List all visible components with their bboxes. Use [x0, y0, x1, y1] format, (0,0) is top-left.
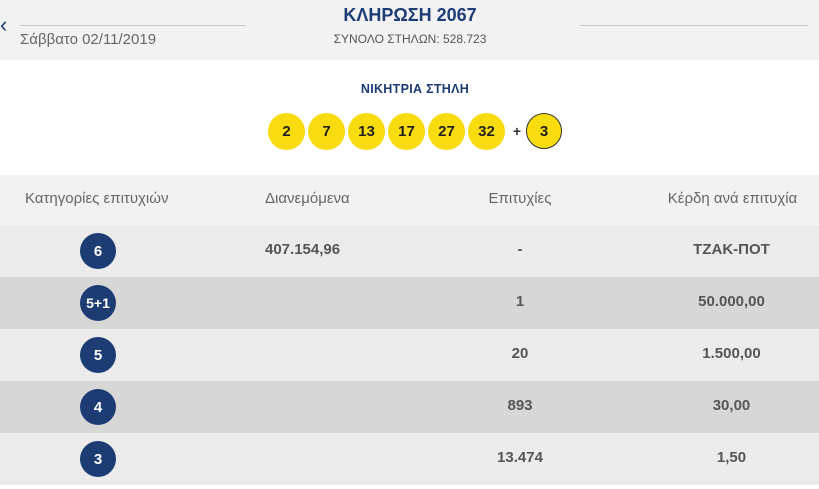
draw-header: ‹ Σάββατο 02/11/2019 ΚΛΗΡΩΣΗ 2067 ΣΥΝΟΛΟ… — [0, 0, 819, 60]
header-category: Κατηγορίες επιτυχιών — [25, 190, 169, 207]
draw-date: Σάββατο 02/11/2019 — [20, 31, 157, 48]
plus-sign: + — [512, 123, 522, 139]
header-prize: Κέρδη ανά επιτυχία — [667, 190, 798, 207]
table-row: 5 20 1.500,00 — [0, 329, 819, 381]
results-table-header: Κατηγορίες επιτυχιών Διανεμόμενα Επιτυχί… — [0, 175, 819, 225]
winning-numbers: 2 7 13 17 27 32 + 3 — [268, 112, 565, 150]
distributed-amount: 407.154,96 — [265, 241, 341, 258]
winners-count: - — [517, 241, 523, 258]
category-badge: 6 — [80, 233, 116, 269]
prize-per-winner: 1.500,00 — [702, 345, 761, 362]
number-ball: 17 — [388, 112, 425, 150]
winners-count: 13.474 — [497, 449, 543, 466]
divider — [580, 25, 808, 26]
table-row: 5+1 1 50.000,00 — [0, 277, 819, 329]
number-ball: 7 — [308, 112, 345, 150]
number-ball: 32 — [468, 112, 505, 150]
winning-column-label: ΝΙΚΗΤΡΙΑ ΣΤΗΛΗ — [360, 82, 470, 96]
category-badge: 5+1 — [80, 285, 116, 321]
prize-per-winner: ΤΖΑΚ-ΠΟΤ — [693, 241, 770, 258]
category-badge: 4 — [80, 389, 116, 425]
header-winners: Επιτυχίες — [488, 190, 552, 207]
winners-count: 1 — [515, 293, 525, 310]
joker-ball: 3 — [526, 113, 562, 149]
number-ball: 13 — [348, 112, 385, 150]
prize-per-winner: 30,00 — [712, 397, 751, 414]
winners-count: 20 — [511, 345, 529, 362]
category-badge: 3 — [80, 441, 116, 477]
draw-title: ΚΛΗΡΩΣΗ 2067 — [343, 5, 477, 25]
winners-count: 893 — [507, 397, 533, 414]
category-badge: 5 — [80, 337, 116, 373]
header-distributed: Διανεμόμενα — [265, 190, 350, 207]
table-row: 3 13.474 1,50 — [0, 433, 819, 485]
table-row: 6 407.154,96 - ΤΖΑΚ-ΠΟΤ — [0, 225, 819, 277]
divider — [20, 25, 246, 26]
chevron-left-icon[interactable]: ‹ — [0, 12, 8, 37]
total-columns: ΣΥΝΟΛΟ ΣΤΗΛΩΝ: 528.723 — [333, 32, 487, 46]
table-row: 4 893 30,00 — [0, 381, 819, 433]
prize-per-winner: 50.000,00 — [698, 293, 765, 310]
prize-per-winner: 1,50 — [716, 449, 747, 466]
number-ball: 2 — [268, 112, 305, 150]
number-ball: 27 — [428, 112, 465, 150]
